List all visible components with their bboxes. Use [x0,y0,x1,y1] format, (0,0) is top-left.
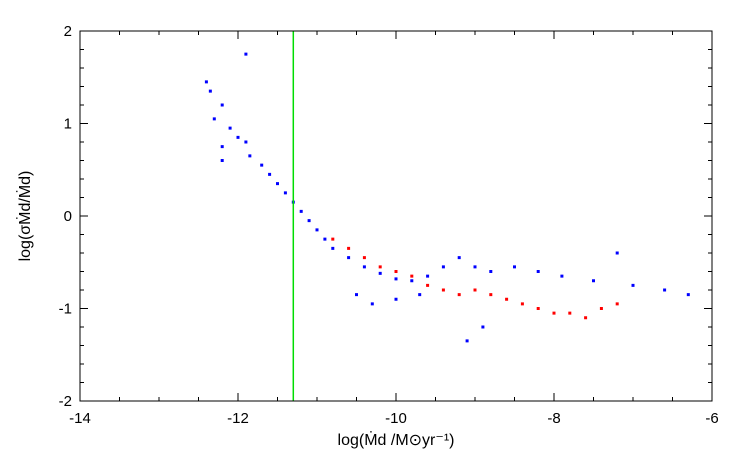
red-data-point [426,283,430,287]
red-data-point [552,311,556,315]
blue-data-point [615,251,619,255]
red-data-point [362,256,366,260]
x-tick-label: -6 [705,410,718,427]
blue-data-point [220,159,224,162]
red-data-point [441,288,445,292]
blue-data-point [212,117,216,121]
blue-data-point [299,209,303,213]
blue-data-point [260,163,264,167]
blue-data-point [394,277,398,281]
x-tick-label: -14 [69,410,91,427]
blue-data-point [394,297,398,301]
x-tick-label: -8 [547,410,560,427]
blue-data-point [426,274,430,278]
red-data-point [473,288,477,292]
y-tick-label: -1 [59,301,72,318]
blue-data-point [208,89,212,93]
red-data-point [615,302,619,306]
blue-data-point [481,325,485,329]
blue-data-point [355,293,358,297]
points-layer [204,52,690,343]
red-data-point [536,307,540,310]
red-data-point [457,293,461,297]
y-tick-label: 0 [64,208,72,225]
blue-data-point [473,265,477,269]
red-data-point [584,316,588,320]
blue-data-point [362,265,366,269]
blue-data-point [331,246,335,250]
red-data-point [489,293,493,297]
blue-data-point [244,140,248,144]
red-data-point [599,307,603,310]
blue-data-point [465,339,469,343]
blue-data-point [283,191,287,195]
blue-data-point [489,270,493,273]
red-data-point [331,237,335,241]
blue-data-point [323,237,327,241]
blue-data-point [560,274,564,278]
blue-data-point [418,293,422,297]
y-tick-label: 2 [64,23,72,40]
red-data-point [394,270,398,273]
blue-data-point [370,302,374,306]
blue-data-point [204,80,208,84]
plot-frame [79,30,713,402]
y-tick-label: -2 [59,393,72,410]
x-axis-label: log(Ṁd /M⊙yr⁻¹) [338,430,455,449]
blue-data-point [457,256,461,260]
y-tick-label: 1 [64,116,72,133]
blue-data-point [307,219,311,223]
blue-data-point [220,103,224,107]
red-data-point [568,311,572,315]
blue-data-point [268,172,272,176]
red-data-point [520,302,524,306]
blue-data-point [686,293,690,297]
blue-data-point [592,279,595,283]
red-data-point [347,246,351,250]
red-data-point [505,297,509,301]
blue-data-point [244,52,248,56]
red-data-point [410,274,414,278]
blue-data-point [347,256,351,260]
blue-data-point [220,145,224,149]
blue-data-point [441,265,445,269]
x-tick-label: -12 [227,410,249,427]
blue-data-point [228,126,232,130]
blue-data-point [410,279,414,283]
blue-data-point [663,288,667,292]
blue-data-point [378,271,382,275]
blue-data-point [248,154,252,158]
x-tick-label: -10 [385,410,407,427]
blue-data-point [513,265,516,269]
blue-data-point [536,270,540,273]
blue-data-point [315,228,319,232]
blue-data-point [276,182,279,186]
red-data-point [378,265,382,269]
blue-data-point [631,283,635,287]
y-axis-label: log(σṀd/Ṁd) [15,171,34,262]
blue-data-point [236,135,240,139]
